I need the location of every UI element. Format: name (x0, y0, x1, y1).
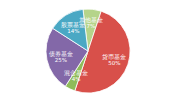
data-label: 7% (86, 23, 95, 29)
data-label: 50% (108, 60, 120, 66)
data-label: 25% (55, 57, 67, 63)
labels: 其他基金7%货币基金50%混合基金4%债券基金25%股票基金14% (49, 17, 126, 82)
data-label: 14% (67, 28, 79, 34)
pie (46, 9, 130, 93)
data-label: 4% (72, 76, 81, 82)
pie-slice (53, 9, 88, 51)
chart: 其他基金7%货币基金50%混合基金4%债券基金25%股票基金14% (0, 0, 175, 100)
